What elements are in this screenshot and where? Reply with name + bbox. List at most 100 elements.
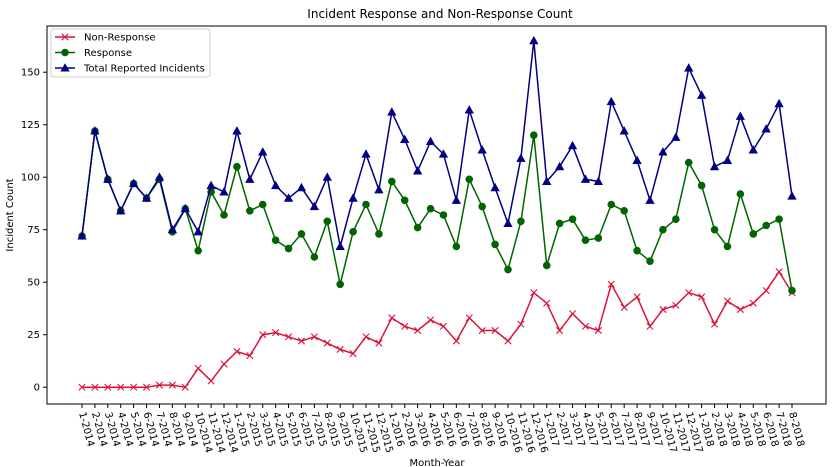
data-point-non-response — [594, 326, 602, 335]
data-point-response — [336, 280, 344, 289]
data-point-total-reported-incidents — [154, 172, 165, 181]
data-point-non-response — [130, 383, 138, 391]
data-point-total-reported-incidents — [567, 140, 578, 150]
data-point-non-response — [710, 320, 719, 328]
data-point-response — [400, 196, 409, 205]
data-point-total-reported-incidents — [193, 226, 203, 236]
data-point-response — [426, 204, 435, 213]
data-point-response — [246, 207, 254, 215]
data-point-non-response — [168, 381, 176, 389]
data-point-total-reported-incidents — [606, 96, 616, 106]
data-point-total-reported-incidents — [258, 147, 268, 156]
data-point-response — [555, 219, 564, 228]
data-point-total-reported-incidents — [632, 155, 642, 164]
legend-label: Response — [84, 48, 132, 59]
data-point-response — [233, 162, 241, 171]
data-point-response — [258, 200, 267, 209]
data-point-total-reported-incidents — [748, 145, 758, 154]
data-point-non-response — [104, 383, 112, 391]
data-point-total-reported-incidents — [219, 187, 229, 196]
data-point-non-response — [207, 377, 215, 385]
y-tick-label: 0 — [34, 383, 40, 394]
data-point-non-response — [478, 326, 486, 335]
data-point-non-response — [401, 322, 409, 330]
data-point-total-reported-incidents — [516, 153, 526, 162]
data-point-total-reported-incidents — [696, 90, 707, 99]
data-point-total-reported-incidents — [593, 176, 604, 185]
data-point-total-reported-incidents — [283, 193, 294, 202]
data-point-response — [607, 200, 616, 209]
data-point-non-response — [323, 339, 331, 347]
data-point-response — [723, 242, 732, 251]
data-point-response — [375, 230, 383, 238]
data-point-total-reported-incidents — [722, 155, 733, 164]
y-tick-label: 100 — [21, 173, 40, 184]
series-non-response — [78, 268, 796, 391]
data-point-response — [271, 236, 280, 244]
data-point-total-reported-incidents — [296, 182, 307, 192]
y-tick-label: 25 — [27, 330, 40, 341]
data-point-response — [542, 261, 551, 270]
data-point-response — [388, 177, 396, 186]
chart-title: Incident Response and Non-Response Count — [307, 7, 573, 21]
data-point-total-reported-incidents — [477, 145, 487, 154]
legend-label: Total Reported Incidents — [83, 64, 205, 75]
data-point-response — [697, 181, 706, 190]
legend-entry-response: Response — [55, 48, 132, 59]
data-point-non-response — [78, 383, 86, 391]
data-point-non-response — [414, 326, 422, 335]
series-total-reported-incidents — [77, 35, 797, 251]
plot-frame — [46, 25, 827, 405]
data-point-response — [749, 230, 758, 238]
data-point-response — [530, 131, 538, 139]
data-point-non-response — [775, 268, 783, 276]
data-point-response — [646, 257, 654, 266]
data-point-response — [594, 234, 603, 242]
data-point-total-reported-incidents — [684, 63, 694, 72]
data-point-response — [452, 242, 461, 251]
data-point-non-response — [465, 314, 473, 322]
legend-marker — [60, 63, 70, 72]
data-point-non-response — [181, 383, 189, 391]
data-point-total-reported-incidents — [490, 182, 500, 192]
data-point-non-response — [646, 322, 654, 330]
data-point-response — [504, 265, 512, 274]
data-point-response — [220, 211, 228, 219]
data-point-non-response — [633, 293, 641, 301]
data-point-response — [284, 244, 293, 253]
data-point-non-response — [439, 322, 448, 330]
data-point-total-reported-incidents — [671, 132, 681, 141]
data-point-response — [633, 246, 641, 255]
data-point-response — [775, 215, 783, 223]
y-axis-label: Incident Count — [5, 178, 16, 251]
data-point-total-reported-incidents — [761, 124, 771, 133]
data-point-response — [710, 225, 719, 234]
data-point-response — [568, 215, 577, 223]
data-point-response — [465, 175, 474, 184]
data-point-non-response — [620, 303, 628, 311]
data-point-non-response — [388, 314, 396, 322]
y-tick-label: 50 — [27, 278, 40, 289]
data-point-total-reported-incidents — [374, 184, 384, 194]
data-point-non-response — [762, 287, 770, 295]
legend: Non-Response Response Total Reported Incid… — [50, 28, 211, 78]
data-point-non-response — [310, 333, 318, 341]
data-point-total-reported-incidents — [464, 105, 474, 114]
data-point-total-reported-incidents — [128, 178, 139, 188]
data-point-total-reported-incidents — [245, 174, 255, 183]
data-point-response — [362, 200, 370, 209]
data-point-non-response — [155, 381, 164, 389]
data-point-total-reported-incidents — [90, 126, 100, 135]
data-point-response — [310, 253, 319, 261]
data-point-non-response — [736, 305, 744, 314]
data-point-non-response — [517, 320, 525, 328]
data-point-total-reported-incidents — [309, 201, 320, 211]
legend-entry-total-reported-incidents: Total Reported Incidents — [55, 63, 205, 75]
data-point-total-reported-incidents — [580, 174, 591, 183]
data-point-response — [736, 190, 745, 198]
data-point-non-response — [530, 289, 538, 297]
data-point-total-reported-incidents — [400, 134, 410, 143]
data-point-total-reported-incidents — [116, 205, 126, 215]
data-point-total-reported-incidents — [206, 180, 216, 190]
